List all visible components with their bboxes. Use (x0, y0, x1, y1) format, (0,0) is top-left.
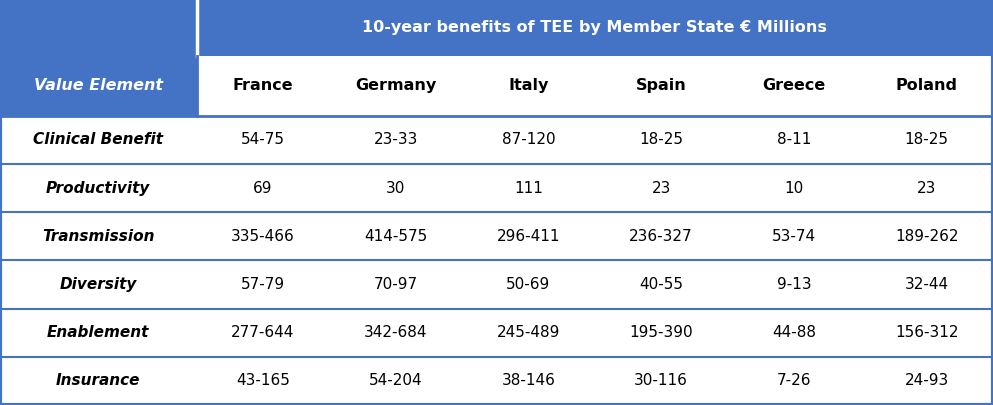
Text: 32-44: 32-44 (905, 277, 948, 292)
Text: 23-33: 23-33 (373, 132, 418, 147)
Text: Poland: Poland (896, 78, 957, 94)
Text: 87-120: 87-120 (501, 132, 555, 147)
Text: Clinical Benefit: Clinical Benefit (34, 132, 163, 147)
Text: 38-146: 38-146 (501, 373, 555, 388)
Text: Transmission: Transmission (42, 229, 155, 244)
Bar (0, 357, 993, 405)
Text: 30-116: 30-116 (635, 373, 688, 388)
Text: 156-312: 156-312 (895, 325, 958, 340)
Text: 9-13: 9-13 (777, 277, 811, 292)
Text: Insurance: Insurance (56, 373, 141, 388)
Bar (0, 116, 993, 164)
Text: 236-327: 236-327 (630, 229, 693, 244)
Text: France: France (232, 78, 293, 94)
Text: Diversity: Diversity (60, 277, 137, 292)
Text: 23: 23 (917, 181, 936, 196)
Text: 50-69: 50-69 (506, 277, 550, 292)
Text: Greece: Greece (763, 78, 825, 94)
Text: 43-165: 43-165 (236, 373, 290, 388)
Text: 69: 69 (253, 181, 273, 196)
Text: 277-644: 277-644 (231, 325, 295, 340)
Text: 7-26: 7-26 (777, 373, 811, 388)
Text: 342-684: 342-684 (364, 325, 427, 340)
Bar (0, 56, 197, 116)
Bar (0, 212, 993, 260)
Text: 335-466: 335-466 (231, 229, 295, 244)
Bar (0, 0, 993, 56)
Text: 18-25: 18-25 (905, 132, 948, 147)
Text: 44-88: 44-88 (772, 325, 816, 340)
Text: Productivity: Productivity (46, 181, 151, 196)
Text: Value Element: Value Element (34, 78, 163, 94)
Text: 54-204: 54-204 (368, 373, 423, 388)
Bar (0, 309, 993, 357)
Text: 53-74: 53-74 (772, 229, 816, 244)
Text: 8-11: 8-11 (777, 132, 811, 147)
Text: 70-97: 70-97 (373, 277, 418, 292)
Text: 189-262: 189-262 (895, 229, 958, 244)
Text: 296-411: 296-411 (496, 229, 560, 244)
Text: 10: 10 (784, 181, 803, 196)
Text: 10-year benefits of TEE by Member State € Millions: 10-year benefits of TEE by Member State … (362, 20, 827, 36)
Text: 245-489: 245-489 (496, 325, 560, 340)
Text: 414-575: 414-575 (364, 229, 427, 244)
Bar (0, 260, 993, 309)
Text: 30: 30 (386, 181, 405, 196)
Text: 23: 23 (651, 181, 671, 196)
Text: Spain: Spain (636, 78, 686, 94)
Text: 54-75: 54-75 (241, 132, 285, 147)
Text: 57-79: 57-79 (241, 277, 285, 292)
Text: Italy: Italy (508, 78, 548, 94)
Text: 40-55: 40-55 (639, 277, 683, 292)
Text: 24-93: 24-93 (905, 373, 948, 388)
Text: 195-390: 195-390 (630, 325, 693, 340)
Text: Germany: Germany (355, 78, 436, 94)
Bar (0, 164, 993, 212)
Text: 18-25: 18-25 (639, 132, 683, 147)
Text: 111: 111 (514, 181, 543, 196)
Bar (197, 56, 993, 116)
Text: Enablement: Enablement (47, 325, 150, 340)
